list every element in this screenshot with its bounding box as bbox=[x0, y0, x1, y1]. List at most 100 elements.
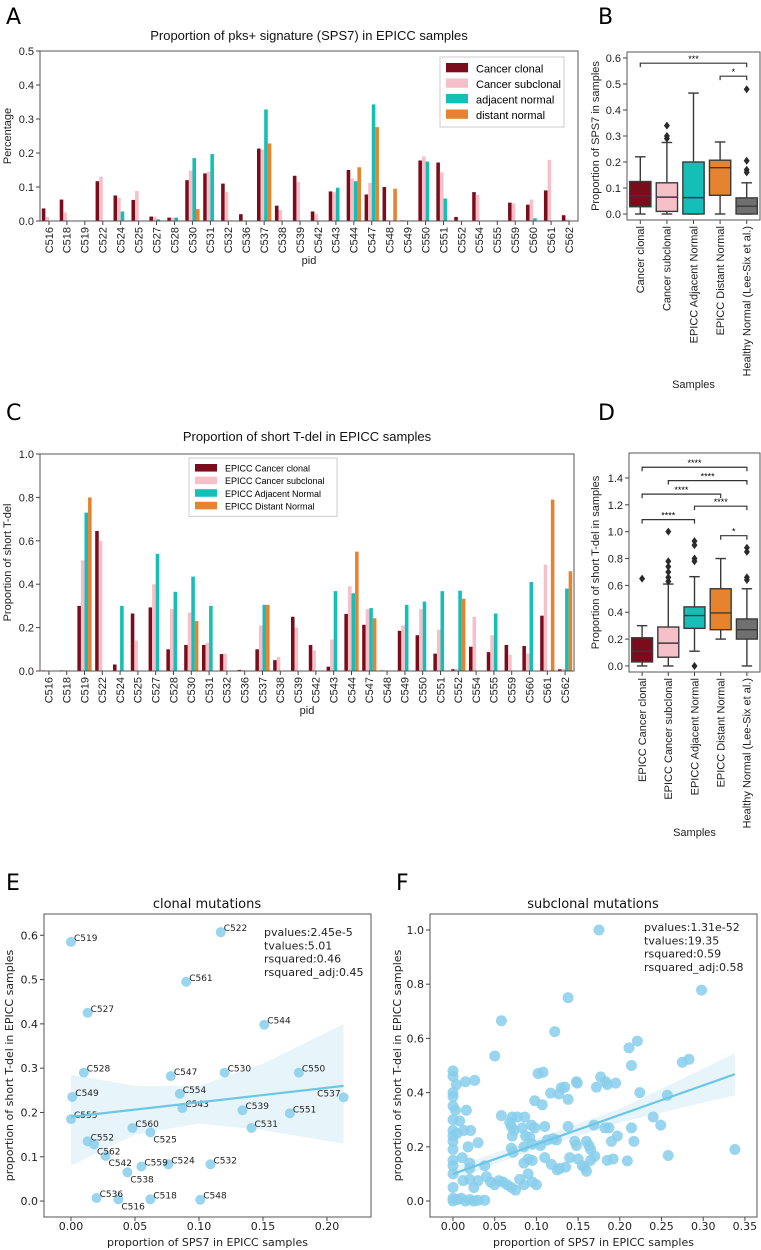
point-label: C544 bbox=[267, 1017, 291, 1027]
legend-swatch bbox=[446, 63, 468, 73]
bar-C552-1 bbox=[454, 668, 459, 671]
y-tick-label: 0.0 bbox=[608, 661, 623, 673]
bar-C550-1 bbox=[419, 609, 423, 671]
scatter-point bbox=[472, 1137, 484, 1149]
scatter-point bbox=[621, 1155, 633, 1167]
scatter-point bbox=[145, 1127, 156, 1138]
scatter-point bbox=[67, 1091, 78, 1102]
y-tick-label: 0.6 bbox=[608, 580, 623, 592]
bar-C544-3 bbox=[355, 551, 359, 671]
panel-f-scatter: 0.00 0.05 0.10 0.15 0.20 0.25 0.30 0.35 0.0 0.2 0.… bbox=[391, 913, 758, 1249]
box-4 bbox=[735, 543, 759, 667]
box-0 bbox=[628, 156, 652, 215]
point-label: C530 bbox=[228, 1065, 252, 1075]
scatter-point bbox=[338, 1092, 349, 1103]
scatter-point bbox=[464, 1157, 476, 1169]
bar-C547-1 bbox=[368, 182, 372, 221]
bar-C532-0 bbox=[219, 654, 224, 671]
x-tick-label: EPICC Distant Normal bbox=[716, 678, 728, 787]
stats-text: rsquared:0.59 bbox=[644, 948, 721, 961]
bar-C538-1 bbox=[276, 656, 281, 671]
scatter-point bbox=[205, 1159, 216, 1170]
significance-label: *** bbox=[688, 54, 699, 64]
x-tick-label: C518 bbox=[62, 227, 74, 253]
bar-C539-0 bbox=[290, 616, 295, 671]
x-tick-label: C559 bbox=[510, 227, 522, 253]
x-tick-label: C518 bbox=[62, 677, 74, 703]
x-tick-label: C551 bbox=[435, 677, 447, 703]
y-tick-label: 0.2 bbox=[608, 634, 623, 646]
bar-C542-0 bbox=[310, 211, 315, 221]
scatter-point bbox=[447, 1091, 459, 1103]
x-axis-label: Samples bbox=[673, 827, 716, 839]
scatter-point bbox=[450, 1104, 462, 1116]
x-tick-label: C530 bbox=[187, 227, 199, 253]
bar-C551-2 bbox=[443, 198, 448, 221]
scatter-point bbox=[495, 1015, 507, 1027]
outlier-point bbox=[743, 543, 750, 552]
y-tick-label: 0.6 bbox=[19, 536, 34, 548]
x-tick-label: C555 bbox=[489, 677, 501, 703]
x-tick-label: C561 bbox=[546, 227, 558, 253]
y-tick-label: 0.0 bbox=[407, 1195, 425, 1208]
bar-C550-0 bbox=[418, 160, 422, 221]
bar-C538-1 bbox=[278, 210, 283, 221]
significance-bracket bbox=[639, 62, 748, 68]
x-tick-label: Cancer subclonal bbox=[662, 226, 674, 311]
x-tick-label: 0.15 bbox=[251, 1220, 276, 1233]
x-tick-label: C527 bbox=[151, 677, 163, 703]
point-label: C549 bbox=[75, 1089, 99, 1099]
bar-C532-1 bbox=[223, 653, 227, 671]
x-tick-label: 0.20 bbox=[608, 1220, 633, 1233]
scatter-point bbox=[696, 984, 708, 996]
bar-C531-2 bbox=[210, 154, 214, 221]
x-tick-label: 0.30 bbox=[691, 1220, 716, 1233]
y-tick-label: 0.8 bbox=[19, 492, 34, 504]
bar-C561-1 bbox=[543, 564, 548, 671]
point-label: C551 bbox=[293, 1105, 316, 1115]
x-tick-label: C531 bbox=[205, 227, 217, 253]
x-tick-label: 0.25 bbox=[649, 1220, 674, 1233]
point-label: C560 bbox=[135, 1120, 159, 1130]
scatter-point bbox=[219, 1067, 230, 1078]
bar-C560-0 bbox=[522, 646, 526, 671]
scatter-point bbox=[676, 1056, 688, 1068]
point-label: C532 bbox=[214, 1156, 237, 1166]
scatter-point bbox=[562, 992, 574, 1004]
scatter-point bbox=[174, 1088, 185, 1099]
bar-C531-1 bbox=[206, 171, 211, 221]
bar-C527-2 bbox=[155, 553, 160, 671]
x-tick-label: C538 bbox=[275, 677, 287, 703]
outlier-point bbox=[665, 557, 672, 566]
bar-C527-1 bbox=[152, 216, 157, 221]
iqr-box bbox=[657, 626, 680, 658]
x-tick-label: C550 bbox=[420, 227, 432, 253]
scatter-point bbox=[560, 1161, 572, 1173]
outlier-point bbox=[665, 573, 672, 582]
panel-e-title: clonal mutations bbox=[153, 897, 262, 912]
bar-C547-1 bbox=[365, 609, 370, 671]
scatter-point bbox=[519, 1111, 531, 1123]
outlier-point bbox=[691, 541, 698, 550]
scatter-point bbox=[181, 976, 192, 987]
y-tick-label: 0.8 bbox=[407, 978, 425, 991]
legend-swatch bbox=[446, 94, 468, 104]
bar-C555-0 bbox=[486, 652, 491, 671]
x-tick-label: EPICC Adjacent Normal bbox=[689, 678, 701, 795]
y-tick-label: 0.0 bbox=[606, 209, 621, 221]
outlier-point bbox=[691, 554, 698, 563]
bar-C537-1 bbox=[260, 149, 265, 221]
x-tick-label: C547 bbox=[364, 677, 376, 703]
y-tick-label: 0.2 bbox=[606, 157, 621, 169]
scatter-point bbox=[655, 1119, 667, 1131]
x-tick-label: 0.05 bbox=[123, 1220, 148, 1233]
bar-C543-2 bbox=[335, 187, 340, 221]
point-label: C542 bbox=[109, 1159, 132, 1169]
point-label: C547 bbox=[174, 1068, 197, 1078]
x-axis-label: proportion of SPS7 in EPICC samples bbox=[493, 1236, 694, 1249]
x-tick-label: C537 bbox=[259, 227, 271, 253]
bar-C549-1 bbox=[401, 625, 405, 671]
scatter-point bbox=[529, 1122, 541, 1134]
significance-label: **** bbox=[687, 458, 702, 468]
scatter-point bbox=[530, 1179, 542, 1191]
